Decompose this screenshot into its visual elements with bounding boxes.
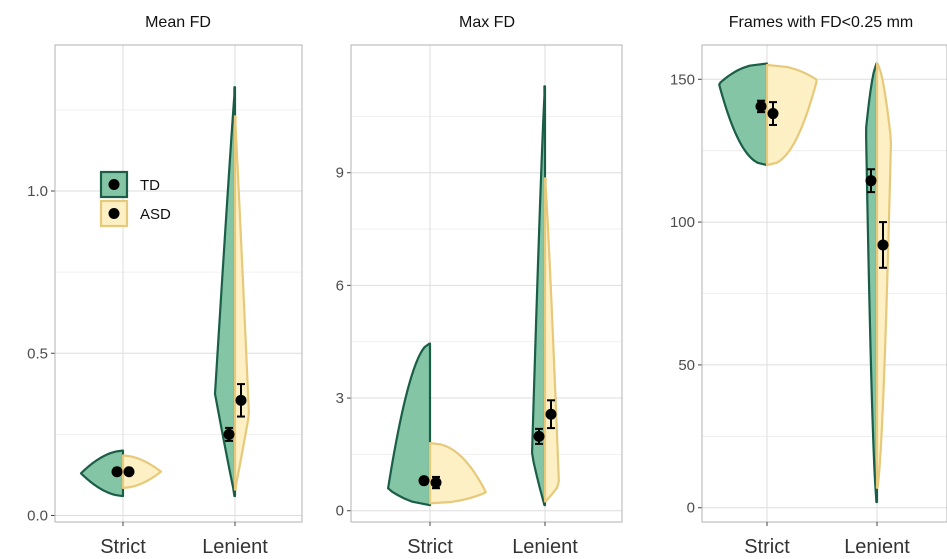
panel-title: Mean FD [145, 14, 211, 31]
panel-2: 0 3 6 9 Strict Lenient Max FD [336, 14, 623, 558]
violin-asd-strict [428, 442, 487, 505]
y-tick-label: 100 [670, 214, 695, 231]
y-tick-label: 0.0 [27, 508, 48, 525]
mean-point-asd-lenient [235, 394, 247, 406]
mean-point-td-strict [755, 100, 767, 112]
mean-point-asd-lenient [877, 239, 889, 251]
violin-td-strict [79, 449, 125, 498]
minor-gridlines [55, 109, 302, 435]
panel-3: 0 50 100 150 Strict Lenient Frames with FD<0.2… [670, 14, 947, 558]
panel-title: Frames with FD<0.25 mm [729, 14, 913, 31]
x-category-label: Lenient [202, 536, 268, 558]
mean-point-asd-strict [430, 477, 442, 489]
mean-point-asd-lenient [545, 408, 557, 420]
panel-1: 0.0 0.5 1.0 Strict Lenient Mean FD [27, 14, 303, 558]
x-category-label: Lenient [844, 536, 910, 558]
panel-border [54, 44, 303, 523]
x-category-label: Strict [407, 536, 453, 558]
legend-point-asd [108, 208, 120, 219]
violin-td-strict [718, 62, 769, 167]
mean-point-td-lenient [533, 430, 545, 442]
mean-point-td-lenient [223, 428, 235, 440]
y-tick-label: 50 [678, 357, 695, 374]
panel-border [701, 44, 947, 523]
violin-asd-lenient [233, 115, 250, 491]
mean-point-td-strict [418, 475, 430, 487]
y-tick-label: 6 [336, 277, 344, 294]
y-tick-label: 0 [336, 503, 344, 520]
x-category-label: Strict [100, 536, 146, 558]
mean-point-td-lenient [865, 175, 877, 187]
panel-title: Max FD [459, 14, 515, 31]
mean-point-td-strict [111, 466, 123, 478]
legend-label-td: TD [140, 177, 160, 194]
minor-gridlines [702, 150, 947, 437]
violin-asd-lenient [875, 62, 893, 489]
y-tick-label: 0 [687, 500, 695, 517]
major-gridlines [55, 45, 302, 522]
violin-asd-strict [121, 454, 163, 490]
legend-label-asd: ASD [140, 206, 171, 223]
x-category-label: Strict [744, 536, 790, 558]
legend-point-td [108, 179, 120, 190]
y-tick-label: 3 [336, 390, 344, 407]
y-tick-label: 1.0 [27, 183, 48, 200]
mean-point-asd-strict [123, 466, 135, 478]
legend: TD ASD [99, 170, 171, 228]
mean-point-asd-strict [767, 108, 779, 120]
y-tick-label: 9 [336, 165, 344, 182]
violin-asd-strict [765, 63, 818, 167]
violin-td-strict [387, 342, 432, 507]
violin-td-lenient [213, 86, 237, 498]
x-category-label: Lenient [512, 536, 578, 558]
violin-asd-lenient [543, 177, 560, 503]
violin-td-lenient [530, 85, 547, 507]
legend-key-td [99, 170, 129, 199]
y-tick-label: 150 [670, 71, 695, 88]
y-tick-label: 0.5 [27, 345, 48, 362]
panel-border [350, 44, 623, 523]
violin-td-lenient [865, 62, 879, 504]
